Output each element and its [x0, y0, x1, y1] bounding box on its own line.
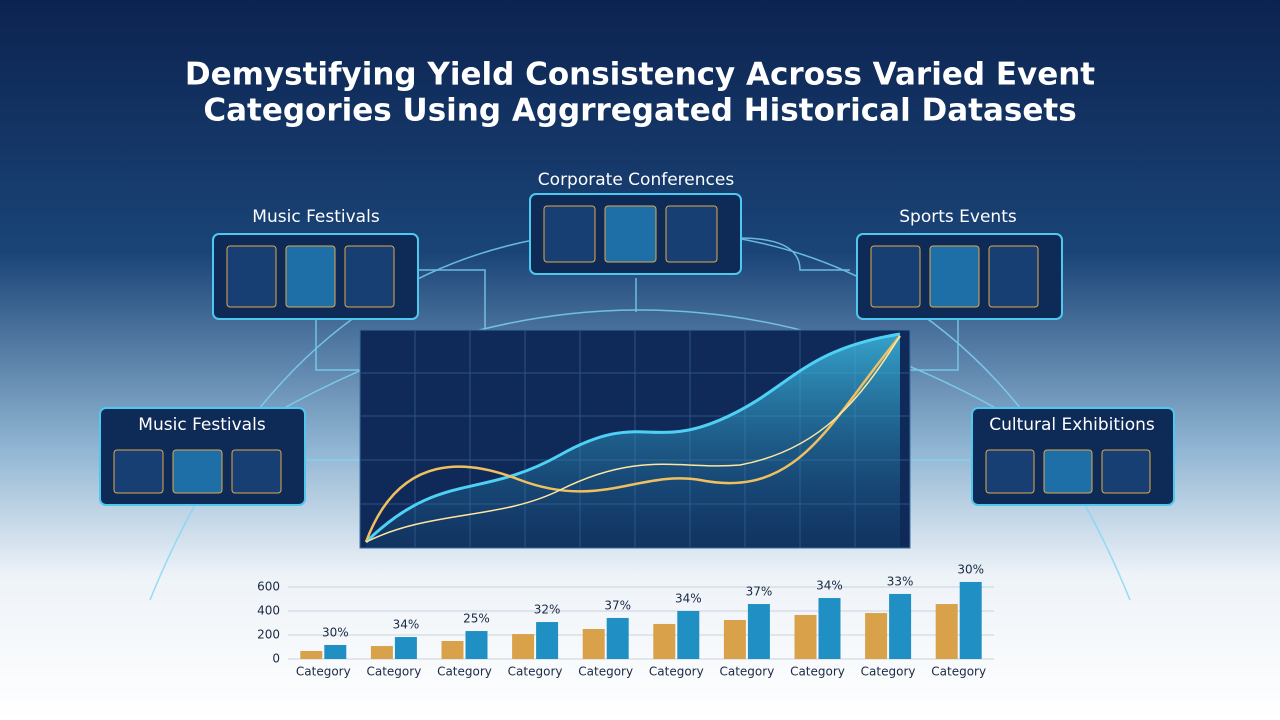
bar: [653, 623, 676, 659]
bar-label: 34%: [675, 592, 702, 606]
y-tick-label: 200: [257, 628, 280, 642]
panel-icon: [604, 205, 657, 263]
x-tick-label: Category: [578, 665, 633, 679]
bar-label: 37%: [604, 598, 631, 612]
title-line: Demystifying Yield Consistency Across Va…: [185, 57, 1095, 93]
panel-icon: [344, 245, 395, 308]
bar: [441, 641, 464, 659]
panel-icon: [1101, 449, 1151, 494]
bar-label: 33%: [887, 574, 914, 588]
bar-label: 30%: [322, 625, 349, 639]
x-tick-label: Category: [296, 665, 351, 679]
bar: [935, 604, 958, 659]
panel-label: Music Festivals: [138, 415, 266, 435]
panel-label: Music Festivals: [252, 207, 380, 227]
y-tick-label: 0: [272, 652, 280, 666]
bar: [324, 644, 347, 659]
x-tick-label: Category: [366, 665, 421, 679]
panel-icon: [113, 449, 164, 494]
bar-label: 32%: [534, 603, 561, 617]
bar: [677, 611, 700, 659]
panel-icon: [929, 245, 980, 308]
bar: [794, 614, 817, 659]
panel-icon: [285, 245, 336, 308]
bar-label: 25%: [463, 612, 490, 626]
bar: [582, 629, 605, 659]
line-chart-panel: [359, 329, 911, 549]
bar: [394, 637, 417, 659]
panel-icon: [172, 449, 223, 494]
bar: [370, 646, 393, 659]
bar: [606, 617, 629, 659]
bar: [818, 598, 841, 659]
bar: [747, 604, 770, 659]
x-tick-label: Category: [508, 665, 563, 679]
bar: [959, 581, 982, 659]
bar-label: 34%: [816, 579, 843, 593]
panel-icon: [1043, 449, 1093, 494]
bar-label: 34%: [393, 618, 420, 632]
bar: [865, 613, 888, 659]
panel-label: Cultural Exhibitions: [989, 415, 1155, 435]
bar: [889, 593, 912, 659]
title-line: Categories Using Aggrregated Historical …: [203, 93, 1076, 129]
x-tick-label: Category: [437, 665, 492, 679]
panel-label: Corporate Conferences: [538, 170, 735, 190]
panel-icon: [231, 449, 282, 494]
y-tick-label: 600: [257, 580, 280, 594]
bar: [723, 620, 746, 659]
bar: [512, 634, 535, 659]
x-tick-label: Category: [861, 665, 916, 679]
panel-label: Sports Events: [899, 207, 1017, 227]
panel-icon: [665, 205, 718, 263]
bar-label: 30%: [957, 562, 984, 576]
x-tick-label: Category: [931, 665, 986, 679]
bar: [465, 631, 488, 659]
x-tick-label: Category: [719, 665, 774, 679]
panel-icon: [870, 245, 921, 308]
panel-icon: [988, 245, 1039, 308]
panel-icon: [543, 205, 596, 263]
panel-icon: [226, 245, 277, 308]
x-tick-label: Category: [790, 665, 845, 679]
y-tick-label: 400: [257, 604, 280, 618]
x-tick-label: Category: [649, 665, 704, 679]
panel-icon: [985, 449, 1035, 494]
bar-label: 37%: [746, 585, 773, 599]
bar: [536, 622, 559, 659]
bar: [300, 650, 323, 659]
